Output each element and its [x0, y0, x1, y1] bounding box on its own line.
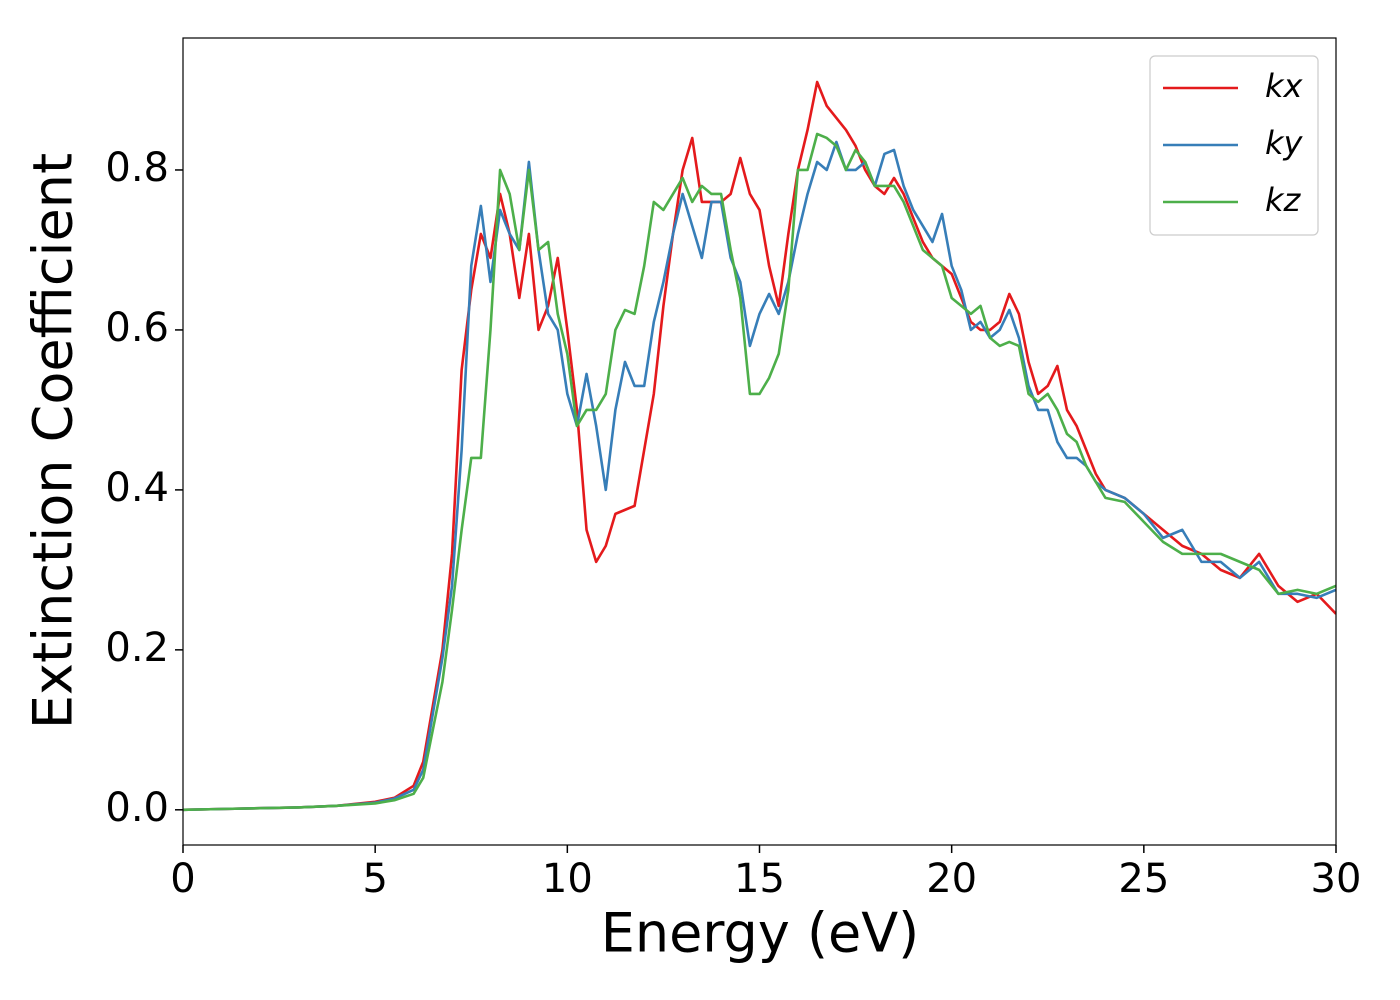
x-tick-label: 15: [734, 856, 785, 902]
x-tick-label: 0: [170, 856, 195, 902]
data-line: [183, 140, 1336, 812]
x-tick-label: 5: [362, 856, 387, 902]
y-tick-label: 0.4: [105, 465, 169, 511]
plot-lines: [183, 80, 1336, 812]
plot-frame: [182, 37, 1337, 846]
y-tick-label: 0.0: [105, 785, 169, 831]
y-tick-label: 0.6: [105, 305, 169, 351]
x-tick-label: 30: [1311, 856, 1362, 902]
x-tick-label: 25: [1118, 856, 1169, 902]
legend-label: kz: [1265, 181, 1302, 219]
x-axis-label: Energy (eV): [601, 902, 920, 965]
data-line: [183, 80, 1336, 812]
y-axis-label: Extinction Coefficient: [22, 153, 85, 729]
data-line: [183, 132, 1336, 812]
x-tick-label: 10: [542, 856, 593, 902]
legend-label: ky: [1265, 124, 1304, 162]
x-tick-label: 20: [926, 856, 977, 902]
y-tick-label: 0.8: [105, 145, 169, 191]
legend-label: kx: [1265, 67, 1304, 105]
y-tick-label: 0.2: [105, 625, 169, 671]
